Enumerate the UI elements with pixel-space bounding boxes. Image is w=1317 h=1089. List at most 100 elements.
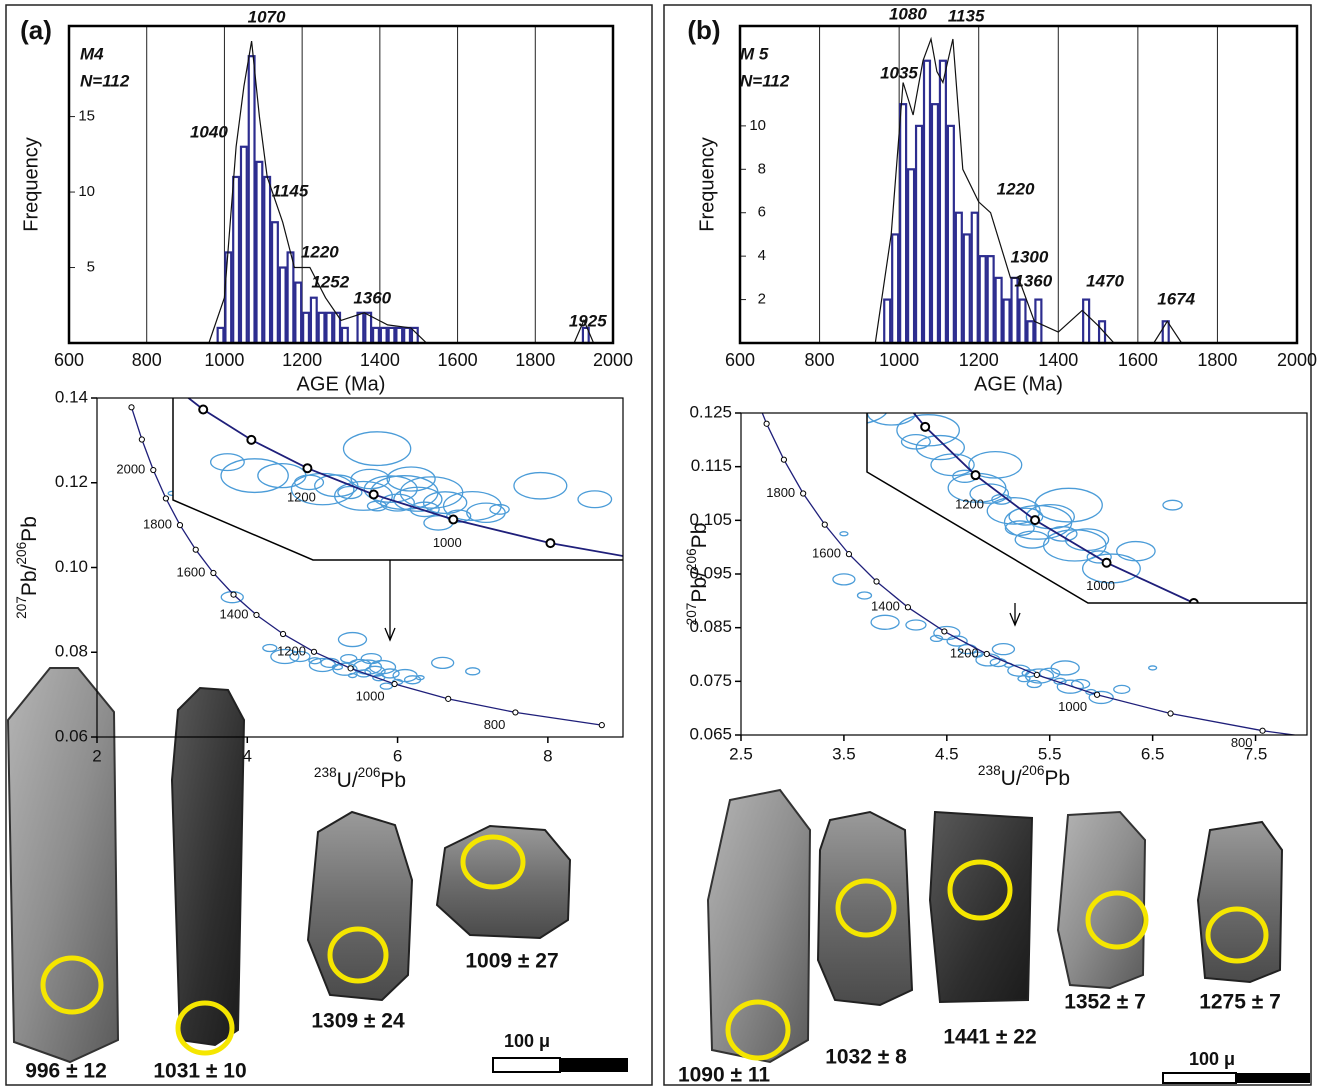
data-ellipse bbox=[379, 682, 393, 690]
y-axis-label-part: Pb bbox=[18, 516, 41, 542]
concordia-node bbox=[230, 591, 237, 598]
data-ellipse bbox=[1086, 550, 1112, 564]
concordia-node bbox=[825, 581, 833, 589]
concordia-curve bbox=[867, 413, 1307, 603]
concordia-node bbox=[246, 434, 257, 445]
age-label: 800 bbox=[484, 717, 506, 732]
bar bbox=[883, 298, 892, 345]
data-ellipse bbox=[1147, 665, 1158, 671]
x-axis-label-part: Pb bbox=[380, 769, 406, 792]
data-ellipse bbox=[1017, 675, 1031, 683]
x-tick-label: 2 bbox=[92, 746, 101, 765]
y-tick-label: 8 bbox=[758, 160, 766, 177]
bar bbox=[247, 55, 256, 345]
bar bbox=[263, 175, 272, 345]
x-tick-label: 600 bbox=[54, 350, 84, 370]
x-tick-label: 1000 bbox=[204, 350, 244, 370]
bar bbox=[356, 311, 365, 345]
x-tick-label: 1000 bbox=[879, 350, 919, 370]
y-axis-label-part: 206 bbox=[14, 542, 29, 565]
grain bbox=[306, 810, 414, 1002]
bar bbox=[1034, 298, 1043, 345]
data-ellipse bbox=[832, 573, 856, 586]
age-label: 1800 bbox=[766, 485, 795, 500]
concordia-node bbox=[941, 628, 948, 635]
concordia-node bbox=[734, 342, 739, 347]
grain bbox=[928, 810, 1034, 1004]
concordia-node bbox=[598, 722, 605, 729]
bar bbox=[340, 326, 349, 345]
data-ellipse bbox=[332, 662, 358, 676]
data-ellipse bbox=[360, 652, 382, 665]
inset-age-label: 1000 bbox=[433, 535, 462, 550]
concordia-node bbox=[841, 316, 849, 324]
bar bbox=[232, 175, 241, 345]
age-label: 2000 bbox=[116, 461, 145, 476]
concordia-node bbox=[138, 436, 145, 443]
concordia-node bbox=[253, 611, 260, 619]
x-axis-label-part: 238 bbox=[978, 763, 1001, 778]
bar bbox=[239, 145, 248, 345]
y-axis-label-part: 207 bbox=[14, 596, 29, 619]
y-tick-label: 0.125 bbox=[689, 402, 732, 421]
y-tick-label: 6 bbox=[758, 204, 766, 221]
x-tick-label: 8 bbox=[543, 746, 552, 765]
data-ellipse bbox=[867, 413, 890, 425]
age-label: 1200 bbox=[277, 643, 306, 658]
data-ellipse bbox=[363, 475, 418, 503]
x-tick-label: 5.5 bbox=[1038, 744, 1062, 763]
concordia-node bbox=[808, 257, 816, 265]
bar bbox=[286, 251, 295, 345]
x-axis-label: 238U/206Pb bbox=[978, 763, 1070, 789]
data-ellipse bbox=[409, 501, 440, 518]
data-ellipse bbox=[386, 466, 436, 492]
spot bbox=[1085, 890, 1149, 950]
y-tick-label: 0.115 bbox=[691, 456, 732, 475]
y-tick-label: 0.105 bbox=[689, 510, 732, 529]
data-ellipse bbox=[337, 485, 363, 500]
concordia-node bbox=[448, 514, 459, 525]
data-ellipse bbox=[350, 468, 391, 490]
age-label: 1600 bbox=[812, 546, 841, 561]
plot-frame bbox=[740, 412, 1308, 736]
x-tick-label: 2.5 bbox=[729, 744, 753, 763]
y-tick-label: 10 bbox=[749, 117, 766, 134]
x-tick-label: 4 bbox=[243, 746, 252, 765]
concordia-node bbox=[176, 522, 184, 529]
data-ellipse bbox=[1056, 679, 1084, 694]
concordia-node bbox=[545, 538, 556, 549]
data-ellipse bbox=[380, 493, 415, 512]
concordia-node bbox=[368, 489, 379, 500]
data-ellipse bbox=[946, 635, 968, 647]
data-ellipse bbox=[1026, 679, 1042, 689]
data-ellipse bbox=[1034, 487, 1103, 523]
x-tick-label: 1600 bbox=[1118, 350, 1158, 370]
data-ellipse bbox=[489, 503, 510, 515]
panel-label: (a) bbox=[20, 15, 52, 45]
concordia-node bbox=[61, 262, 69, 270]
x-tick-label: 1800 bbox=[1197, 350, 1237, 370]
bar bbox=[978, 255, 987, 345]
grain-age: 1275 ± 7 bbox=[1199, 991, 1281, 1014]
density-curve bbox=[874, 36, 1183, 344]
panel-frame bbox=[5, 4, 653, 1086]
x-tick-label: 1800 bbox=[515, 350, 555, 370]
concordia-node bbox=[1259, 727, 1266, 734]
concordia-node bbox=[780, 456, 788, 463]
peak-label: 1360 bbox=[1014, 271, 1052, 290]
data-ellipse bbox=[342, 431, 412, 467]
data-ellipse bbox=[1039, 667, 1061, 679]
bar bbox=[891, 233, 900, 345]
y-tick-label: 4 bbox=[758, 247, 766, 264]
inset-bg bbox=[867, 413, 1307, 603]
data-ellipse bbox=[968, 450, 1023, 479]
concordia-node bbox=[310, 648, 318, 655]
age-label: 1200 bbox=[950, 645, 979, 660]
data-ellipse bbox=[337, 631, 368, 648]
concordia-node bbox=[1033, 671, 1040, 678]
data-ellipse bbox=[422, 491, 468, 515]
bar bbox=[994, 276, 1003, 345]
concordia-node bbox=[302, 463, 313, 474]
data-ellipse bbox=[1113, 684, 1131, 695]
